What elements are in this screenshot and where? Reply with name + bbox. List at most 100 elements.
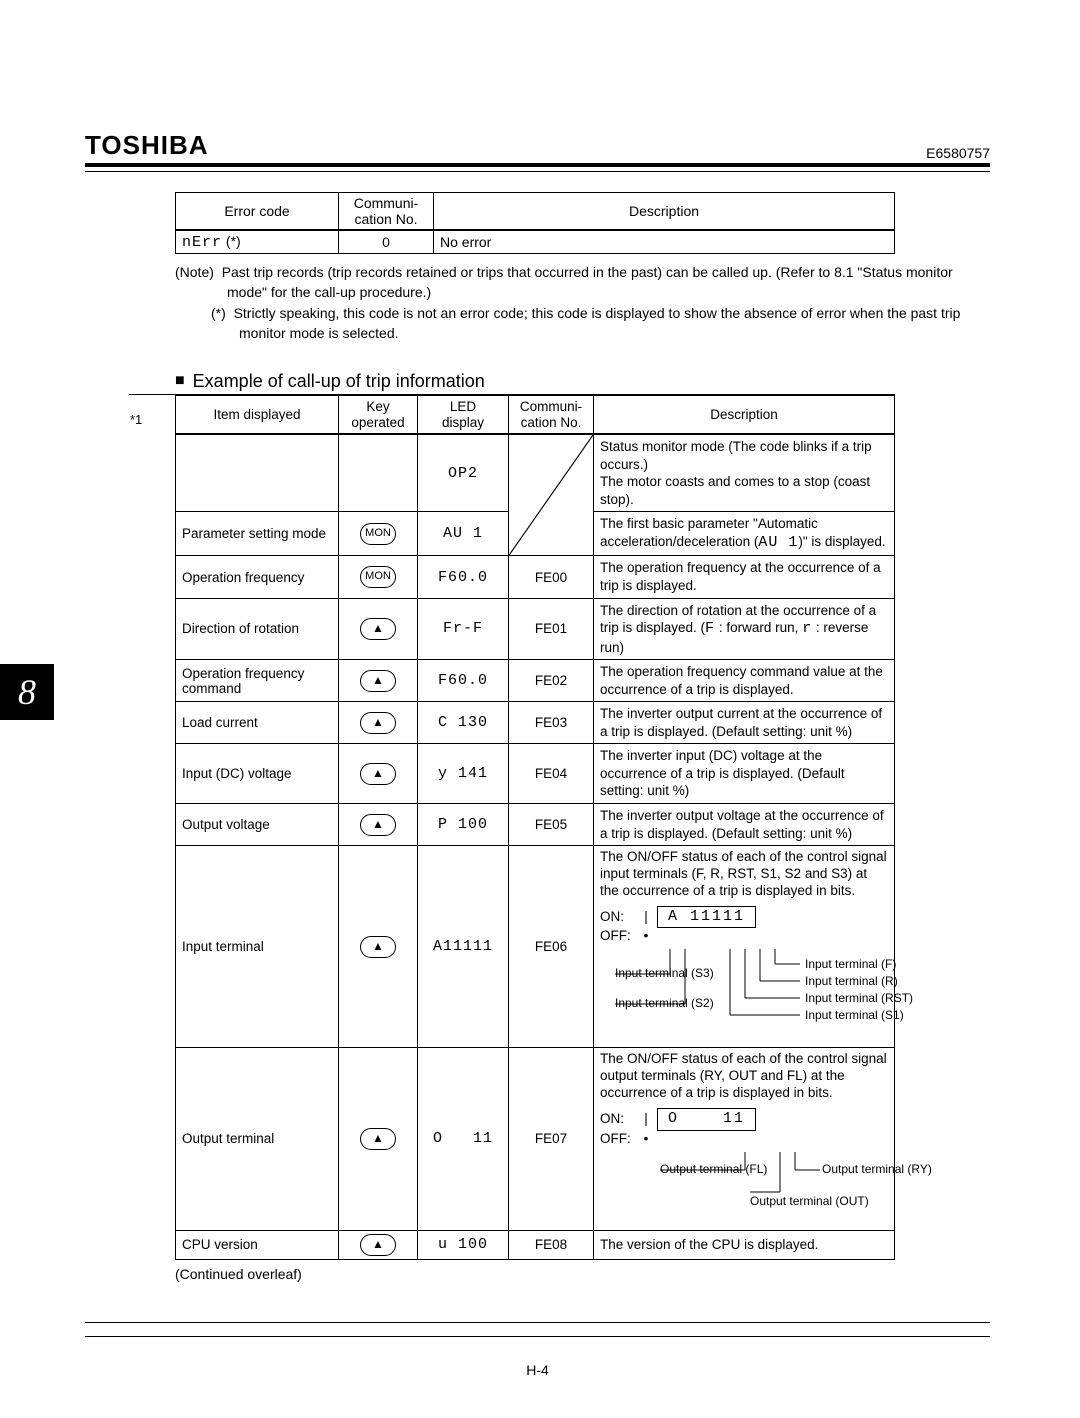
section-title-text: Example of call-up of trip information	[193, 371, 485, 391]
up-key-icon: ▲	[360, 1128, 396, 1150]
cell-key: ▲	[339, 1048, 418, 1230]
led-text: O 11	[433, 1130, 493, 1147]
t2-hdr-item: Item displayed	[176, 396, 339, 435]
document-number: E6580757	[926, 145, 990, 161]
cell-led: u 100	[418, 1230, 509, 1259]
note-1-text: Past trip records (trip records retained…	[222, 264, 953, 300]
cell-desc: The inverter input (DC) voltage at the o…	[594, 744, 895, 804]
note-2-label: (*)	[211, 305, 226, 321]
table-row: Input (DC) voltage ▲ y 141 FE04 The inve…	[176, 744, 895, 804]
led-text: Fr-F	[443, 620, 483, 637]
cell-item: Load current	[176, 702, 339, 744]
cell-item: Output voltage	[176, 803, 339, 845]
label-out: Output terminal (OUT)	[750, 1194, 869, 1209]
label-f: Input terminal (F)	[805, 957, 896, 972]
cell-comm: FE02	[509, 660, 594, 702]
table-row: Load current ▲ C 130 FE03 The inverter o…	[176, 702, 895, 744]
off-label: OFF:	[600, 1131, 635, 1148]
trip-info-table: Item displayed Key operated LED display …	[175, 395, 895, 1259]
side-note-asterisk: *1	[130, 412, 142, 427]
desc-text: : forward run,	[715, 620, 802, 635]
cell-item	[176, 434, 339, 512]
page-number: H-4	[85, 1336, 990, 1378]
table-row: Output voltage ▲ P 100 FE05 The inverter…	[176, 803, 895, 845]
tbl1-comm-cell: 0	[339, 230, 434, 254]
table-row: Output terminal ▲ O 11 FE07 The ON/OFF s…	[176, 1048, 895, 1230]
t2-hdr-comm: Communi- cation No.	[509, 396, 594, 435]
cell-item: Operation frequency command	[176, 660, 339, 702]
table-row: Operation frequency MON F60.0 FE00 The o…	[176, 556, 895, 598]
cell-desc: The operation frequency command value at…	[594, 660, 895, 702]
cell-led: F60.0	[418, 660, 509, 702]
cell-comm: FE01	[509, 598, 594, 660]
notes-block: (Note) Past trip records (trip records r…	[175, 262, 990, 343]
cell-led: AU 1	[418, 512, 509, 556]
error-code-suffix: (*)	[222, 233, 241, 249]
note-1: (Note) Past trip records (trip records r…	[175, 262, 990, 303]
cell-comm: FE05	[509, 803, 594, 845]
t2-hdr-led: LED display	[418, 396, 509, 435]
table-row: CPU version ▲ u 100 FE08 The version of …	[176, 1230, 895, 1259]
cell-led: y 141	[418, 744, 509, 804]
label-s1: Input terminal (S1)	[805, 1008, 904, 1023]
cell-led: F60.0	[418, 556, 509, 598]
on-row: ON: | O 11	[600, 1108, 888, 1131]
t2-hdr-key: Key operated	[339, 396, 418, 435]
cell-key	[339, 434, 418, 512]
cell-key: MON	[339, 556, 418, 598]
header-row: TOSHIBA E6580757	[85, 130, 990, 163]
desc-seg: F	[705, 620, 715, 637]
note-2-text: Strictly speaking, this code is not an e…	[234, 305, 961, 341]
mon-key-icon: MON	[360, 523, 396, 545]
cell-key: MON	[339, 512, 418, 556]
cell-led: OP2	[418, 434, 509, 512]
cell-item: Direction of rotation	[176, 598, 339, 660]
up-key-icon: ▲	[360, 712, 396, 734]
cell-desc: The version of the CPU is displayed.	[594, 1230, 895, 1259]
continued-note: (Continued overleaf)	[175, 1266, 990, 1282]
cell-key: ▲	[339, 846, 418, 1048]
cell-desc: The inverter output voltage at the occur…	[594, 803, 895, 845]
cell-desc: The ON/OFF status of each of the control…	[594, 1048, 895, 1230]
label-rst: Input terminal (RST)	[805, 991, 913, 1006]
led-text: y 141	[438, 765, 488, 782]
off-row: OFF: •	[600, 1131, 888, 1148]
input-terminal-diagram: Input terminal (S3) Input terminal (S2) …	[600, 949, 888, 1044]
cell-desc: The operation frequency at the occurrenc…	[594, 556, 895, 598]
cell-desc: Status monitor mode (The code blinks if …	[594, 434, 895, 512]
tbl1-desc-cell: No error	[434, 230, 895, 254]
label-s2: Input terminal (S2)	[615, 996, 714, 1011]
cell-comm: FE06	[509, 846, 594, 1048]
cell-comm: FE08	[509, 1230, 594, 1259]
led-text: F60.0	[438, 672, 488, 689]
on-row: ON: | A 11111	[600, 906, 888, 929]
table-row: Direction of rotation ▲ Fr-F FE01 The di…	[176, 598, 895, 660]
cell-item: Parameter setting mode	[176, 512, 339, 556]
section-heading: ■Example of call-up of trip information	[129, 371, 895, 395]
mon-key-icon: MON	[360, 566, 396, 588]
desc-text: )" is displayed.	[798, 534, 885, 549]
desc-seg: r	[802, 620, 812, 637]
led-text: u 100	[438, 1236, 488, 1253]
tbl1-code-cell: nErr (*)	[176, 230, 339, 254]
cell-key: ▲	[339, 660, 418, 702]
brand-logo: TOSHIBA	[85, 130, 209, 161]
cell-desc: The direction of rotation at the occurre…	[594, 598, 895, 660]
error-code-seg: nErr	[182, 234, 222, 251]
table-row: Operation frequency command ▲ F60.0 FE02…	[176, 660, 895, 702]
led-text: A11111	[433, 938, 493, 955]
cell-key: ▲	[339, 803, 418, 845]
note-2: (*) Strictly speaking, this code is not …	[175, 303, 990, 344]
cell-led: P 100	[418, 803, 509, 845]
on-label: ON:	[600, 1111, 635, 1128]
tbl1-hdr-error: Error code	[176, 193, 339, 231]
cell-item: CPU version	[176, 1230, 339, 1259]
up-key-icon: ▲	[360, 670, 396, 692]
label-ry: Output terminal (RY)	[822, 1162, 932, 1177]
cell-led: O 11	[418, 1048, 509, 1230]
led-text: P 100	[438, 816, 488, 833]
output-terminal-diagram: Output terminal (FL) Output terminal (RY…	[600, 1152, 888, 1227]
error-code-table: Error code Communi- cation No. Descripti…	[175, 192, 895, 254]
cell-key: ▲	[339, 744, 418, 804]
cell-comm-slash	[509, 434, 594, 556]
